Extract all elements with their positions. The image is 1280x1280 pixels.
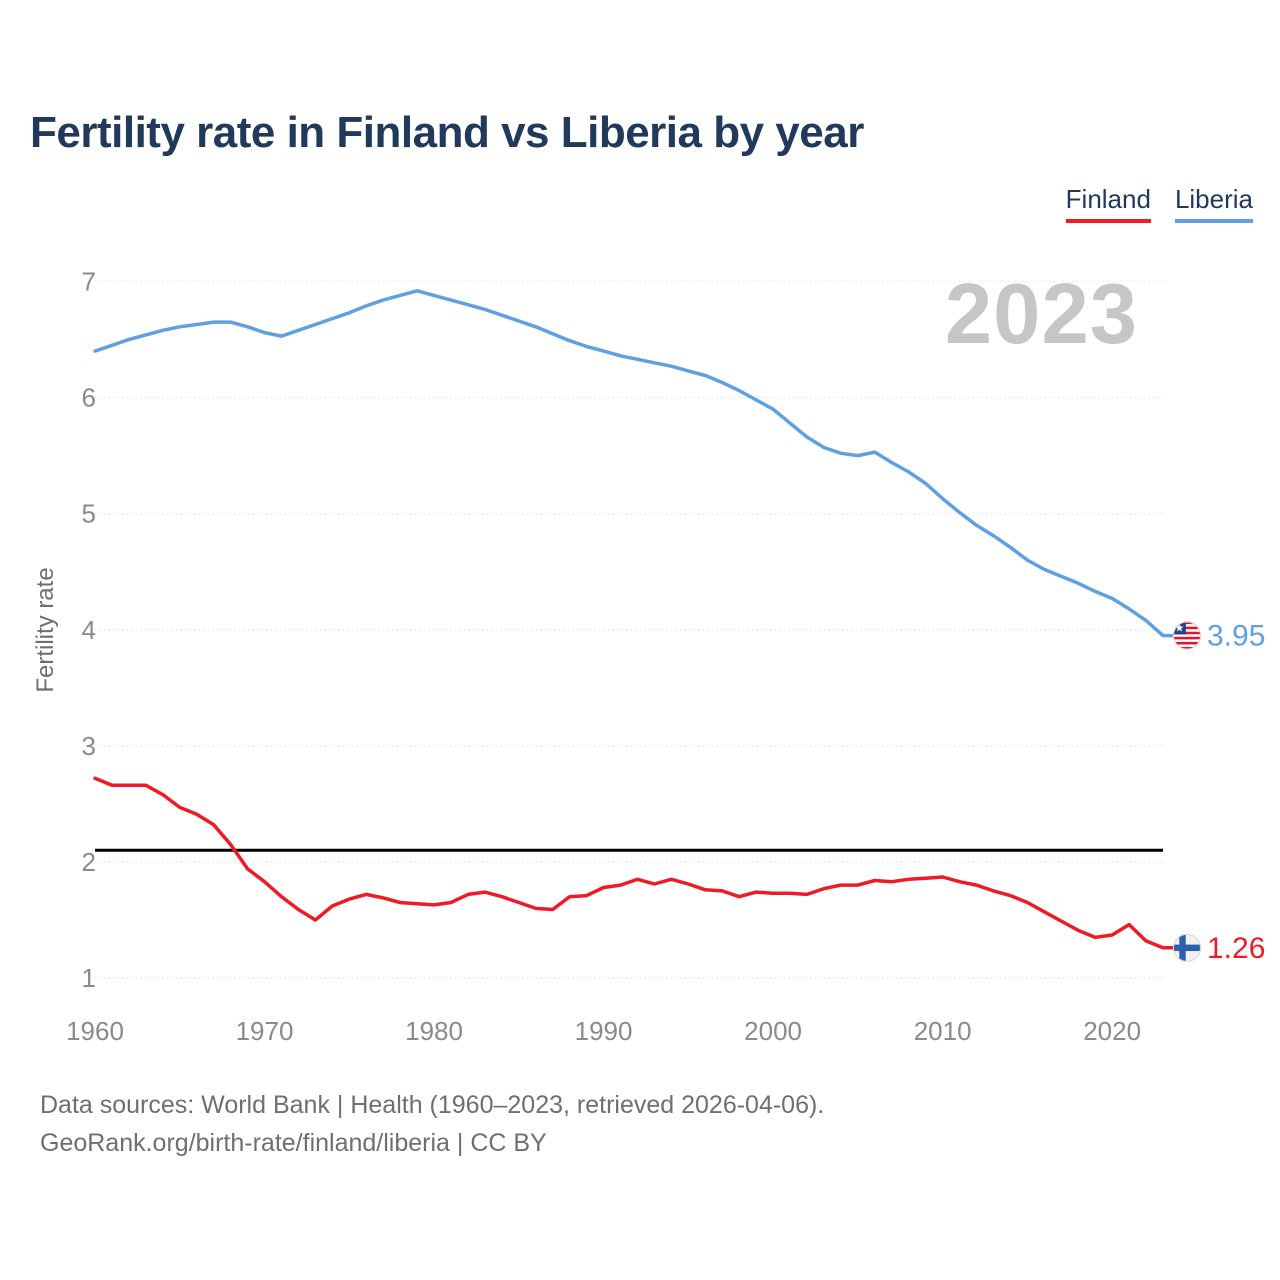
y-tick-7: 7	[82, 267, 96, 297]
x-tick-1980: 1980	[405, 1016, 463, 1046]
year-watermark: 2023	[944, 267, 1138, 362]
x-tick-1970: 1970	[236, 1016, 294, 1046]
legend-item-liberia[interactable]: Liberia	[1174, 184, 1253, 223]
legend-label-liberia: Liberia	[1174, 184, 1253, 214]
footer-sources-line: Data sources: World Bank | Health (1960–…	[40, 1091, 825, 1119]
legend: Finland Liberia	[1065, 184, 1253, 223]
liberia-line	[93, 289, 1174, 638]
x-tick-2020: 2020	[1083, 1016, 1141, 1046]
x-tick-1990: 1990	[575, 1016, 633, 1046]
legend-item-finland[interactable]: Finland	[1065, 184, 1151, 223]
footer: Data sources: World Bank | Health (1960–…	[40, 1086, 824, 1162]
legend-swatch-liberia	[1174, 219, 1253, 223]
y-tick-4: 4	[82, 615, 96, 645]
y-tick-5: 5	[82, 499, 96, 529]
legend-label-finland: Finland	[1065, 184, 1151, 214]
page-title: Fertility rate in Finland vs Liberia by …	[30, 108, 864, 157]
x-tick-2010: 2010	[914, 1016, 972, 1046]
y-tick-1: 1	[82, 963, 96, 993]
x-tick-2000: 2000	[744, 1016, 802, 1046]
liberia-end-value: 3.95	[1207, 620, 1265, 653]
finland-line	[93, 776, 1174, 950]
liberia-flag-icon	[1173, 621, 1201, 650]
y-tick-2: 2	[82, 847, 96, 877]
x-tick-1960: 1960	[66, 1016, 124, 1046]
y-tick-6: 6	[82, 383, 96, 413]
legend-swatch-finland	[1065, 219, 1151, 223]
y-tick-3: 3	[82, 731, 96, 761]
finland-end-value: 1.26	[1207, 932, 1265, 965]
footer-attribution-line: GeoRank.org/birth-rate/finland/liberia |…	[40, 1129, 547, 1157]
